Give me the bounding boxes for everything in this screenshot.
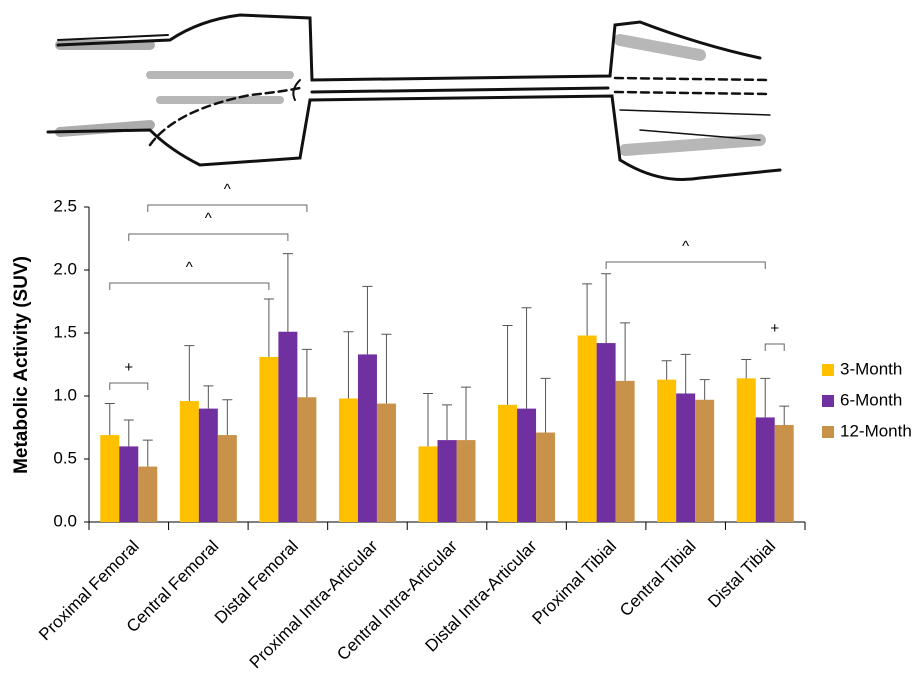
significance-bracket: [110, 383, 148, 390]
error-bar: [620, 323, 630, 381]
significance-bracket: [765, 344, 784, 351]
error-bar: [662, 361, 672, 380]
error-bar: [503, 325, 513, 404]
error-bar: [264, 299, 274, 357]
legend-label: 6-Month: [840, 390, 902, 409]
bar: [775, 425, 794, 522]
legend-label: 12-Month: [840, 421, 912, 440]
bar: [737, 378, 756, 522]
error-bar: [741, 359, 751, 378]
bar: [517, 409, 536, 522]
error-bar: [779, 406, 789, 425]
significance-label: +: [124, 359, 133, 376]
bar: [657, 380, 676, 522]
error-bar: [222, 400, 232, 435]
error-bar: [760, 378, 770, 417]
significance-bracket: [110, 283, 269, 290]
bar: [457, 440, 476, 522]
significance-label: ^: [224, 181, 231, 198]
error-bar: [522, 308, 532, 409]
y-tick-label: 1.5: [53, 322, 77, 341]
error-bar: [343, 332, 353, 399]
error-bar: [184, 346, 194, 401]
error-bar: [283, 254, 293, 332]
x-tick-label: Distal Tibial: [704, 537, 779, 612]
legend-swatch: [822, 426, 834, 438]
bar: [297, 397, 316, 522]
bar: [597, 343, 616, 522]
x-tick-label: Proximal Tibial: [529, 537, 621, 629]
bar: [756, 417, 775, 522]
bar: [695, 400, 714, 522]
error-bar: [601, 274, 611, 343]
error-bar: [541, 378, 551, 432]
error-bar: [442, 405, 452, 440]
bar: [419, 446, 438, 522]
bar: [218, 435, 237, 522]
bar: [578, 336, 597, 522]
error-bar: [582, 284, 592, 336]
bar: [138, 467, 157, 522]
significance-label: ^: [186, 259, 193, 276]
significance-bracket: [148, 205, 307, 212]
bar: [119, 446, 138, 522]
error-bar: [302, 349, 312, 397]
error-bar: [700, 380, 710, 400]
y-tick-label: 2.0: [53, 259, 77, 278]
bar: [377, 404, 396, 522]
error-bar: [461, 387, 471, 440]
significance-bracket: [606, 262, 765, 269]
y-tick-label: 0.5: [53, 448, 77, 467]
x-tick-label: Distal Femoral: [211, 537, 302, 628]
significance-bracket: [129, 234, 288, 241]
legend-swatch: [822, 395, 834, 407]
x-tick-label: Central Tibial: [616, 537, 700, 621]
bar: [180, 401, 199, 522]
bar: [358, 354, 377, 522]
bar: [498, 405, 517, 522]
error-bar: [203, 386, 213, 409]
legend-label: 3-Month: [840, 359, 902, 378]
significance-label: +: [770, 320, 779, 337]
error-bar: [143, 440, 153, 466]
error-bar: [362, 286, 372, 354]
y-tick-label: 0.0: [53, 511, 77, 530]
y-tick-label: 1.0: [53, 385, 77, 404]
y-tick-label: 2.5: [53, 196, 77, 215]
bar: [616, 381, 635, 522]
bar: [259, 357, 278, 522]
x-tick-label: Proximal Intra-Articular: [246, 536, 382, 672]
bar: [339, 399, 358, 522]
error-bar: [423, 393, 433, 446]
legend-swatch: [822, 364, 834, 376]
chart: Metabolic Activity (SUV) 0.0 0.5 1.0 1.5 2.0…: [0, 0, 917, 699]
bar: [676, 393, 695, 522]
bone-illustration: [48, 15, 780, 180]
significance-label: ^: [682, 238, 689, 255]
y-axis-label: Metabolic Activity (SUV): [11, 256, 32, 474]
error-bar: [105, 404, 115, 436]
error-bar: [124, 420, 134, 446]
bar: [100, 435, 119, 522]
bar: [278, 332, 297, 522]
bar: [438, 440, 457, 522]
significance-label: ^: [205, 210, 212, 227]
bar: [199, 409, 218, 522]
error-bar: [681, 354, 691, 393]
bar: [536, 433, 555, 522]
error-bar: [381, 334, 391, 403]
